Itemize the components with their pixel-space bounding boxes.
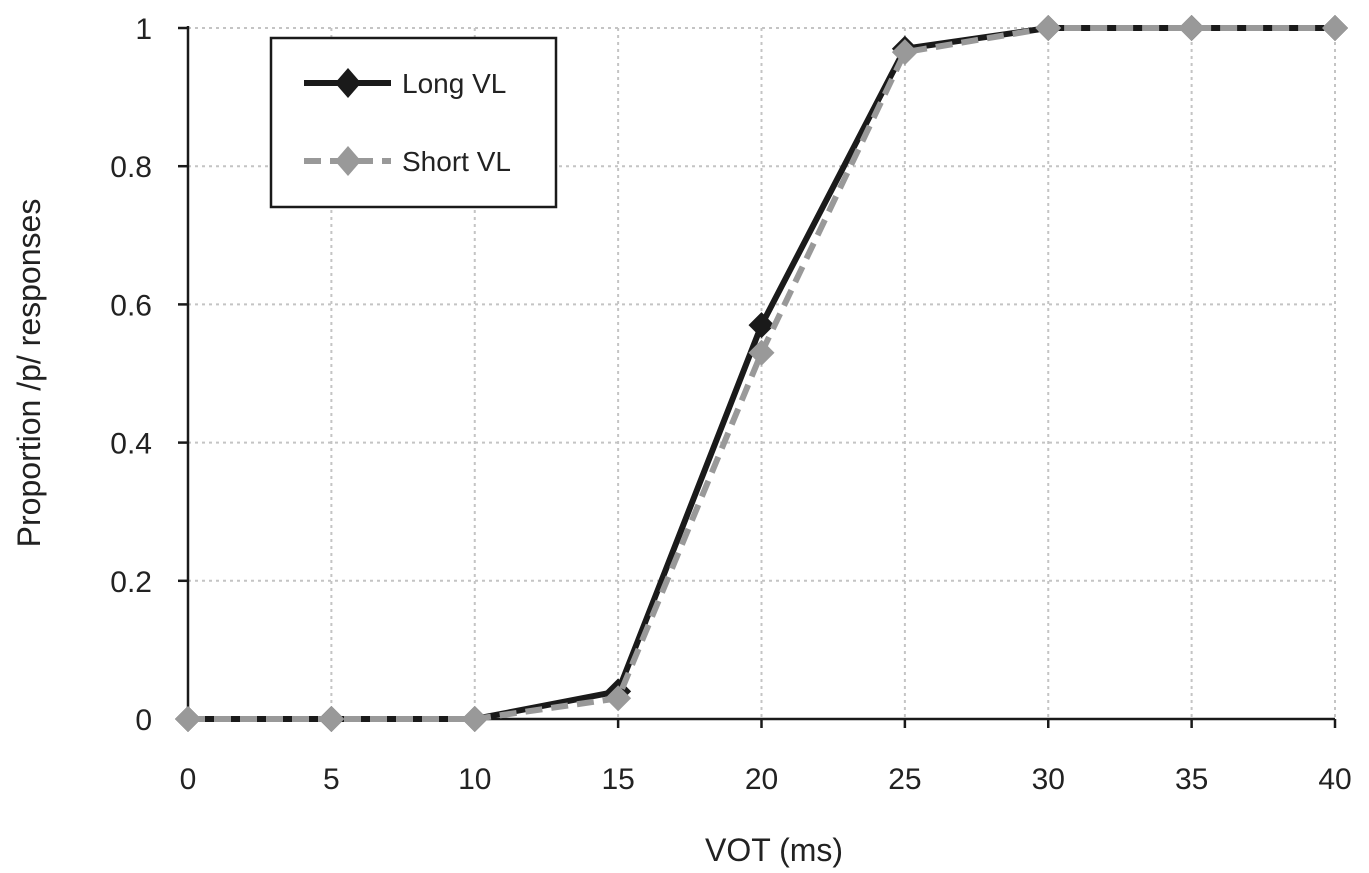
- y-tick-label: 0.8: [110, 151, 152, 184]
- x-tick-label: 30: [1032, 763, 1065, 796]
- data-point-short-vl: [1035, 15, 1062, 41]
- data-point-short-vl: [1178, 15, 1205, 41]
- y-tick-label: 1: [135, 13, 152, 46]
- series-line-short-vl: [188, 25, 1335, 722]
- x-axis-title: VOT (ms): [705, 832, 843, 868]
- legend: Long VL Short VL: [269, 36, 558, 209]
- series-lines: [175, 15, 1348, 732]
- x-tick-label: 25: [888, 763, 921, 796]
- x-tick-label: 0: [180, 763, 197, 796]
- data-point-short-vl: [748, 339, 775, 366]
- data-point-short-vl: [318, 706, 345, 732]
- x-tick-label: 10: [458, 763, 491, 796]
- y-tick-label: 0.6: [110, 289, 152, 322]
- x-tick-label: 5: [323, 763, 340, 796]
- series-short-vl: [175, 15, 1348, 732]
- x-tick-label: 40: [1318, 763, 1351, 796]
- y-axis-title: Proportion /p/ responses: [11, 199, 47, 548]
- y-tick-label: 0.4: [110, 428, 152, 461]
- data-point-short-vl: [891, 39, 918, 66]
- tick-labels: 0 5 10 15 20 25 30 35 40 0 0.2 0.4 0.6 0.8 1: [110, 13, 1351, 796]
- x-tick-label: 15: [601, 763, 634, 796]
- legend-label-long-vl: Long VL: [402, 68, 506, 99]
- data-point-short-vl: [605, 685, 632, 712]
- x-tick-label: 35: [1175, 763, 1208, 796]
- data-point-short-vl: [461, 706, 488, 732]
- x-tick-label: 20: [745, 763, 778, 796]
- y-tick-label: 0: [135, 704, 152, 737]
- data-point-short-vl: [175, 706, 201, 732]
- y-tick-label: 0.2: [110, 566, 152, 599]
- data-point-short-vl: [1322, 15, 1348, 41]
- legend-label-short-vl: Short VL: [402, 146, 511, 177]
- data-point-long-vl: [748, 312, 775, 339]
- legend-marker-short-vl: [335, 146, 361, 176]
- legend-box: [269, 36, 558, 209]
- legend-marker-long-vl: [335, 68, 361, 98]
